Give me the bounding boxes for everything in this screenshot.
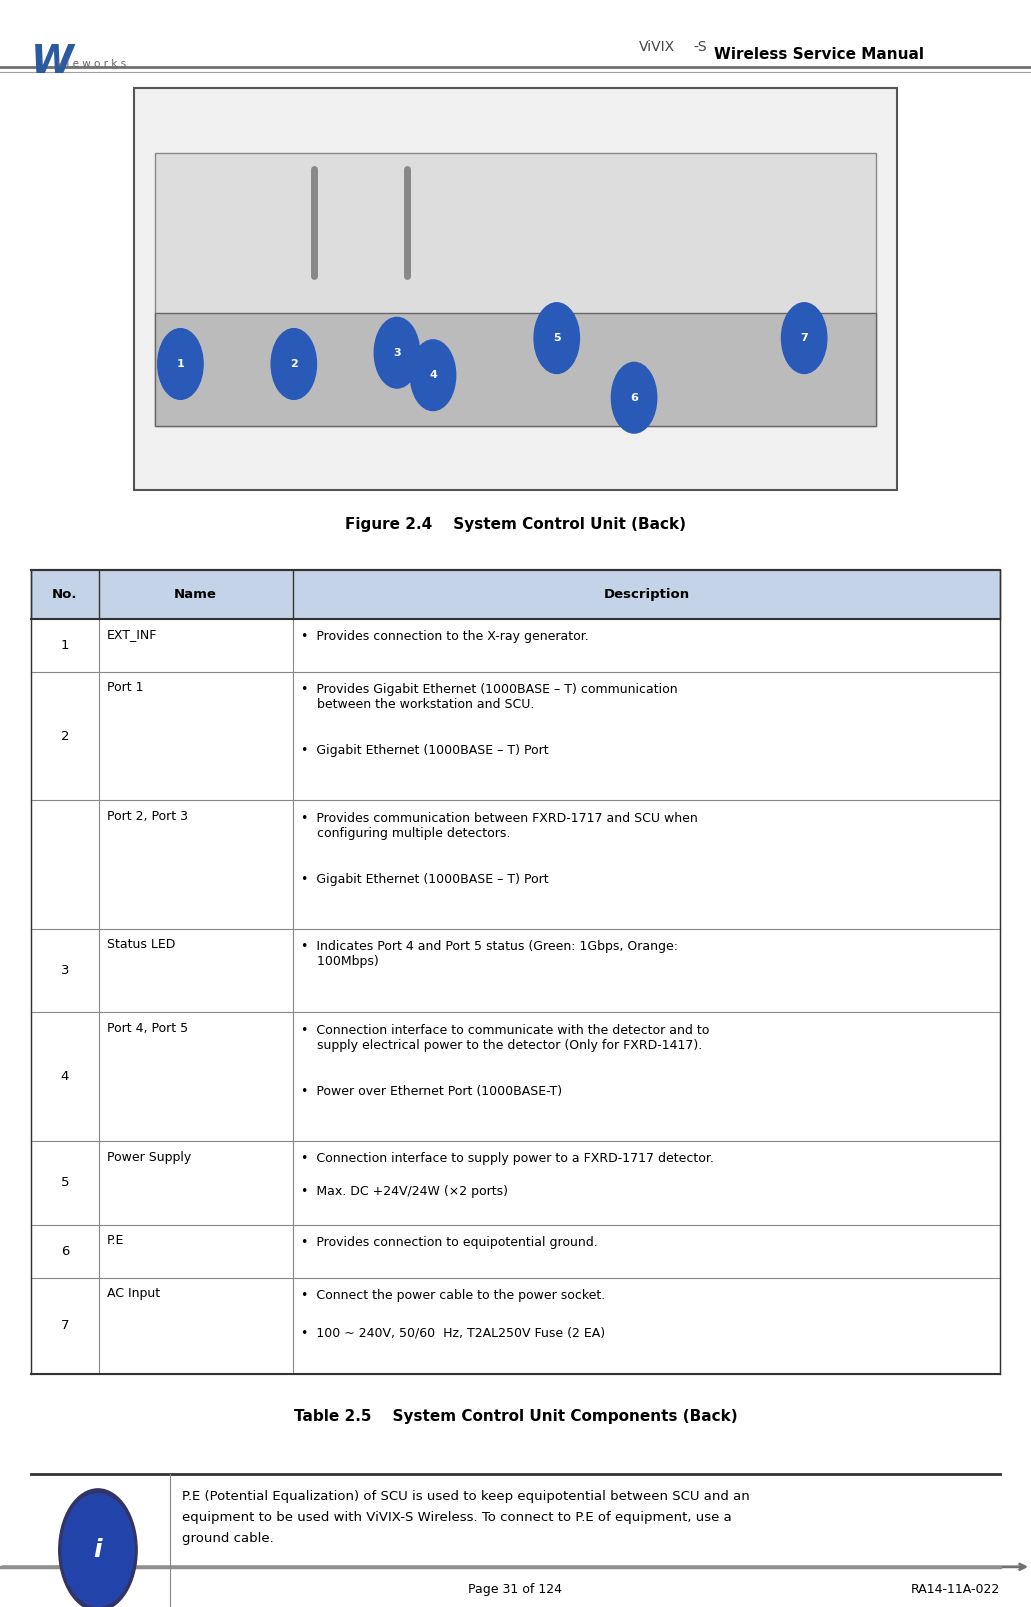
Text: Name: Name (174, 588, 218, 601)
Text: Status LED: Status LED (107, 938, 175, 951)
Text: Port 1: Port 1 (107, 681, 143, 694)
FancyBboxPatch shape (134, 88, 897, 490)
Text: •  Connection interface to supply power to a FXRD-1717 detector.: • Connection interface to supply power t… (301, 1152, 713, 1165)
Text: 2: 2 (61, 730, 69, 742)
Text: Wireless Service Manual: Wireless Service Manual (714, 47, 925, 61)
Text: •  Provides Gigabit Ethernet (1000BASE – T) communication
    between the workst: • Provides Gigabit Ethernet (1000BASE – … (301, 683, 677, 710)
Text: •  Connect the power cable to the power socket.: • Connect the power cable to the power s… (301, 1289, 605, 1302)
Text: 3: 3 (393, 347, 401, 358)
Circle shape (271, 329, 317, 400)
Circle shape (158, 329, 203, 400)
Circle shape (410, 341, 456, 411)
Text: Port 4, Port 5: Port 4, Port 5 (107, 1022, 188, 1035)
Text: 7: 7 (800, 333, 808, 344)
Text: 6: 6 (61, 1244, 69, 1258)
Text: •  Power over Ethernet Port (1000BASE-T): • Power over Ethernet Port (1000BASE-T) (301, 1085, 562, 1098)
Text: RA14-11A-022: RA14-11A-022 (910, 1583, 1000, 1596)
Text: 6: 6 (630, 392, 638, 403)
Text: EXT_INF: EXT_INF (107, 628, 158, 641)
Text: 4: 4 (61, 1070, 69, 1083)
Text: 1: 1 (176, 358, 185, 370)
Text: Table 2.5    System Control Unit Components (Back): Table 2.5 System Control Unit Components… (294, 1409, 737, 1424)
Text: 5: 5 (553, 333, 561, 344)
Circle shape (534, 302, 579, 373)
Text: Port 2, Port 3: Port 2, Port 3 (107, 810, 188, 823)
Text: •  Indicates Port 4 and Port 5 status (Green: 1Gbps, Orange:
    100Mbps): • Indicates Port 4 and Port 5 status (Gr… (301, 940, 677, 967)
Text: •  Provides connection to equipotential ground.: • Provides connection to equipotential g… (301, 1236, 598, 1249)
Circle shape (611, 363, 657, 434)
Text: •  Provides communication between FXRD-1717 and SCU when
    configuring multipl: • Provides communication between FXRD-17… (301, 812, 698, 839)
Text: •  Gigabit Ethernet (1000BASE – T) Port: • Gigabit Ethernet (1000BASE – T) Port (301, 873, 548, 885)
Text: No.: No. (53, 588, 77, 601)
Text: •  Max. DC +24V/24W (×2 ports): • Max. DC +24V/24W (×2 ports) (301, 1184, 508, 1197)
Text: •  Gigabit Ethernet (1000BASE – T) Port: • Gigabit Ethernet (1000BASE – T) Port (301, 744, 548, 757)
Circle shape (781, 302, 827, 373)
Circle shape (59, 1488, 137, 1607)
Text: P.E (Potential Equalization) of SCU is used to keep equipotential between SCU an: P.E (Potential Equalization) of SCU is u… (182, 1490, 751, 1544)
Text: i: i (94, 1538, 102, 1562)
Text: Description: Description (603, 588, 690, 601)
Text: 1: 1 (61, 638, 69, 652)
Text: ViVIX: ViVIX (639, 40, 675, 55)
Bar (155, 153, 876, 426)
Circle shape (374, 318, 420, 389)
Bar (155, 313, 876, 426)
Text: Power Supply: Power Supply (107, 1151, 192, 1163)
Text: P.E: P.E (107, 1234, 125, 1247)
Text: 5: 5 (61, 1176, 69, 1189)
Text: 3: 3 (61, 964, 69, 977)
Text: Page 31 of 124: Page 31 of 124 (468, 1583, 563, 1596)
Text: 7: 7 (61, 1319, 69, 1332)
Text: 4: 4 (429, 370, 437, 381)
Text: Figure 2.4    System Control Unit (Back): Figure 2.4 System Control Unit (Back) (345, 517, 686, 532)
Bar (31, 570, 1000, 619)
Circle shape (62, 1495, 134, 1607)
Text: •  Provides connection to the X-ray generator.: • Provides connection to the X-ray gener… (301, 630, 589, 643)
Text: AC Input: AC Input (107, 1287, 160, 1300)
Text: •  100 ~ 240V, 50/60  Hz, T2AL250V Fuse (2 EA): • 100 ~ 240V, 50/60 Hz, T2AL250V Fuse (2… (301, 1326, 605, 1340)
Text: •  Connection interface to communicate with the detector and to
    supply elect: • Connection interface to communicate wi… (301, 1024, 709, 1051)
Text: -S: -S (694, 40, 707, 55)
Text: 2: 2 (290, 358, 298, 370)
Text: W: W (31, 43, 74, 82)
Text: v i e w o r k s: v i e w o r k s (57, 59, 126, 69)
